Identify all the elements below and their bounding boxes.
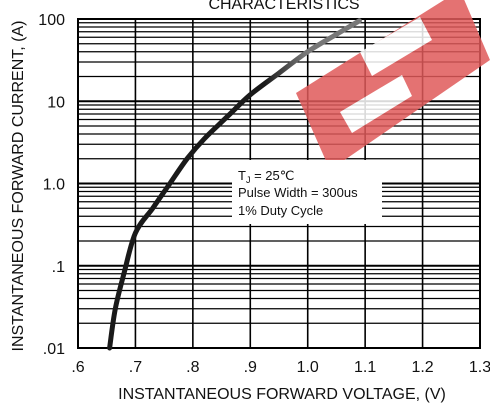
x-tick-labels: .6 .7 .8 .9 1.0 1.1 1.2 1.3 xyxy=(71,359,490,376)
y-tick-label: .1 xyxy=(52,259,65,276)
x-tick-label: 1.2 xyxy=(411,359,433,376)
x-tick-label: .7 xyxy=(129,359,142,376)
annotation-box: TJ = 25℃ Pulse Width = 300us 1% Duty Cyc… xyxy=(232,160,382,224)
watermark-logo xyxy=(296,0,490,170)
x-tick-label: .6 xyxy=(71,359,84,376)
x-tick-label: 1.0 xyxy=(297,359,319,376)
y-tick-labels: .01 .1 1.0 10 100 xyxy=(38,12,65,358)
series-line xyxy=(107,18,362,351)
y-tick-label: 100 xyxy=(38,12,65,29)
duty-cycle-annotation: 1% Duty Cycle xyxy=(238,203,323,218)
y-tick-label: .01 xyxy=(43,341,65,358)
forward-current-curve xyxy=(107,18,362,351)
y-tick-label: 1.0 xyxy=(43,177,65,194)
x-tick-label: 1.1 xyxy=(354,359,376,376)
chart-title: CHARACTERISTICS xyxy=(208,0,359,13)
pulse-width-annotation: Pulse Width = 300us xyxy=(238,185,358,200)
y-axis-label: INSTANTANEOUS FORWARD CURRENT, (A) xyxy=(10,21,27,352)
temperature-annotation: TJ = 25℃ xyxy=(238,168,294,185)
x-tick-label: 1.3 xyxy=(469,359,490,376)
x-tick-label: .8 xyxy=(186,359,199,376)
y-tick-label: 10 xyxy=(47,94,65,111)
x-axis-label: INSTANTANEOUS FORWARD VOLTAGE, (V) xyxy=(118,386,446,403)
x-tick-label: .9 xyxy=(244,359,257,376)
